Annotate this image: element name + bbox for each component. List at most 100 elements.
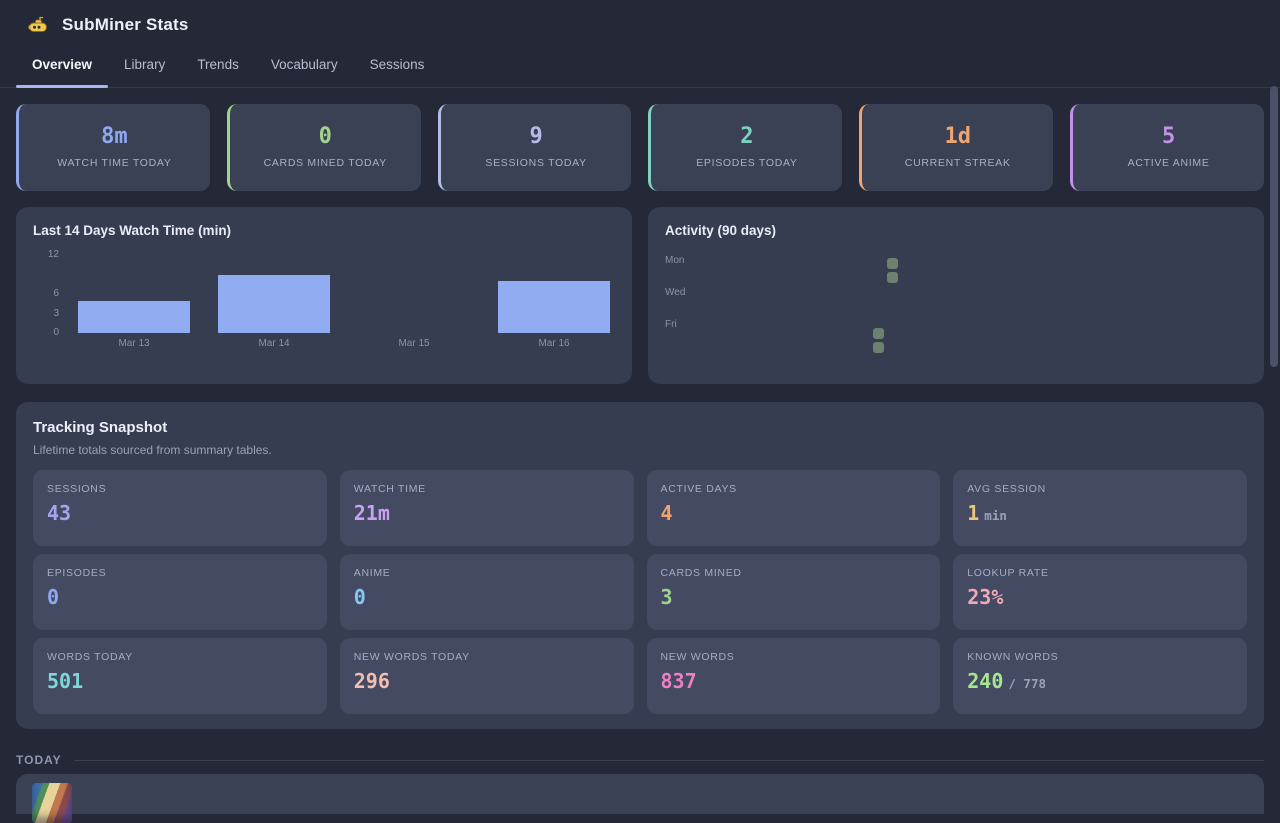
submarine-icon xyxy=(28,16,47,32)
tile-number: 0 xyxy=(47,585,60,609)
snapshot-subtitle: Lifetime totals sourced from summary tab… xyxy=(33,443,272,457)
bar-column xyxy=(204,255,344,333)
tab-bar: Overview Library Trends Vocabulary Sessi… xyxy=(0,44,1280,88)
tile-lookup-rate: LOOKUP RATE 23% xyxy=(953,554,1247,630)
tab-vocabulary[interactable]: Vocabulary xyxy=(270,57,338,72)
y-tick-label: 3 xyxy=(53,307,59,319)
stat-label: CURRENT STREAK xyxy=(904,157,1011,169)
tab-sessions[interactable]: Sessions xyxy=(369,57,425,72)
tile-value: 240 / 778 xyxy=(967,671,1233,691)
today-label: TODAY xyxy=(16,753,62,767)
tile-value: 23% xyxy=(967,587,1233,607)
heatmap-cell-active xyxy=(887,258,898,269)
stat-value: 0 xyxy=(318,124,332,149)
tile-number: 837 xyxy=(660,669,697,693)
tile-value: 501 xyxy=(47,671,313,691)
snapshot-tile-grid: SESSIONS 43 WATCH TIME 21m ACTIVE DAYS 4… xyxy=(33,470,1247,714)
heatmap-row-label-mon: Mon xyxy=(665,255,685,266)
vertical-scrollbar[interactable] xyxy=(1270,86,1278,367)
activity-heatmap-grid xyxy=(705,258,901,356)
stat-card-watch-time: 8m WATCH TIME TODAY xyxy=(16,104,210,191)
x-tick-label: Mar 14 xyxy=(258,338,290,349)
page-title: SubMiner Stats xyxy=(62,15,189,34)
tile-label: WATCH TIME xyxy=(353,483,426,495)
tile-value: 43 xyxy=(47,503,313,523)
bar xyxy=(218,274,330,333)
activity-title: Activity (90 days) xyxy=(665,223,777,238)
chart-title: Last 14 Days Watch Time (min) xyxy=(33,223,232,238)
x-tick-label: Mar 13 xyxy=(118,338,150,349)
stat-card-cards-mined: 0 CARDS MINED TODAY xyxy=(226,104,421,191)
y-tick-label: 0 xyxy=(53,327,59,338)
tile-value: 296 xyxy=(354,671,620,691)
tile-unit: min xyxy=(984,508,1007,523)
tile-cards-mined: CARDS MINED 3 xyxy=(646,554,941,630)
tile-known-words: KNOWN WORDS 240 / 778 xyxy=(953,638,1247,714)
tab-overview[interactable]: Overview xyxy=(16,44,109,88)
app-header: SubMiner Stats xyxy=(0,0,1280,35)
tile-number: 43 xyxy=(47,501,72,525)
watch-time-chart-card: Last 14 Days Watch Time (min) 0 3 6 12 Mar … xyxy=(16,207,632,384)
tile-label: SESSIONS xyxy=(47,483,107,495)
tab-library[interactable]: Library xyxy=(124,57,166,72)
stat-label: CARDS MINED TODAY xyxy=(263,157,387,169)
tile-unit: / 778 xyxy=(1008,676,1047,691)
tile-value: 0 xyxy=(47,587,313,607)
tile-avg-session: AVG SESSION 1 min xyxy=(953,470,1247,546)
tile-label: NEW WORDS xyxy=(660,651,735,663)
tracking-snapshot-card: Tracking Snapshot Lifetime totals source… xyxy=(16,402,1264,729)
tile-label: KNOWN WORDS xyxy=(967,651,1059,663)
tile-label: AVG SESSION xyxy=(967,483,1046,495)
activity-heatmap-card: Activity (90 days) Mon Wed Fri xyxy=(648,207,1264,384)
tile-value: 4 xyxy=(661,503,927,523)
tile-number: 23% xyxy=(967,585,1004,609)
stat-value: 1d xyxy=(944,124,971,149)
y-axis: 0 3 6 12 xyxy=(33,250,69,338)
stat-value: 9 xyxy=(529,124,543,149)
stat-card-row: 8m WATCH TIME TODAY 0 CARDS MINED TODAY … xyxy=(16,104,1264,191)
tile-label: ACTIVE DAYS xyxy=(660,483,737,495)
tile-new-words: NEW WORDS 837 xyxy=(646,638,941,714)
tile-value: 837 xyxy=(661,671,927,691)
heatmap-row-label-wed: Wed xyxy=(665,287,686,298)
tile-words-today: WORDS TODAY 501 xyxy=(33,638,327,714)
today-section-header: TODAY xyxy=(16,753,1264,767)
tile-label: CARDS MINED xyxy=(660,567,742,579)
section-divider xyxy=(73,759,1264,761)
stat-label: ACTIVE ANIME xyxy=(1127,157,1210,169)
stat-label: SESSIONS TODAY xyxy=(485,157,587,169)
bar-column xyxy=(64,255,204,333)
tile-active-days: ACTIVE DAYS 4 xyxy=(646,470,941,546)
stat-card-sessions: 9 SESSIONS TODAY xyxy=(437,104,632,191)
heatmap-row-label-fri: Fri xyxy=(665,319,677,330)
today-session-card[interactable] xyxy=(16,774,1264,823)
stat-value: 2 xyxy=(740,124,754,149)
bar xyxy=(78,300,190,333)
x-tick-label: Mar 15 xyxy=(398,338,430,349)
charts-row: Last 14 Days Watch Time (min) 0 3 6 12 Mar … xyxy=(16,207,1264,384)
y-tick-label: 12 xyxy=(47,249,59,260)
bar-chart-plot xyxy=(64,255,624,333)
episode-thumbnail xyxy=(32,783,72,823)
tile-label: EPISODES xyxy=(47,567,107,579)
tile-number: 1 xyxy=(967,501,980,525)
tile-number: 0 xyxy=(353,585,366,609)
tab-trends[interactable]: Trends xyxy=(197,57,239,72)
tile-number: 3 xyxy=(660,585,673,609)
bar-column xyxy=(344,255,484,333)
tile-number: 240 xyxy=(967,669,1004,693)
tile-value: 21m xyxy=(354,503,620,523)
tile-value: 0 xyxy=(354,587,620,607)
bar xyxy=(498,281,610,333)
y-tick-label: 6 xyxy=(53,288,59,299)
tile-label: LOOKUP RATE xyxy=(967,567,1049,579)
stat-label: EPISODES TODAY xyxy=(696,157,798,169)
tile-number: 296 xyxy=(353,669,390,693)
tile-number: 501 xyxy=(47,669,84,693)
tile-value: 3 xyxy=(661,587,927,607)
x-axis: Mar 13 Mar 14 Mar 15 Mar 16 xyxy=(64,338,624,349)
stat-card-streak: 1d CURRENT STREAK xyxy=(859,104,1054,191)
stat-card-episodes: 2 EPISODES TODAY xyxy=(648,104,843,191)
x-tick-label: Mar 16 xyxy=(538,338,570,349)
bar-column xyxy=(484,255,624,333)
